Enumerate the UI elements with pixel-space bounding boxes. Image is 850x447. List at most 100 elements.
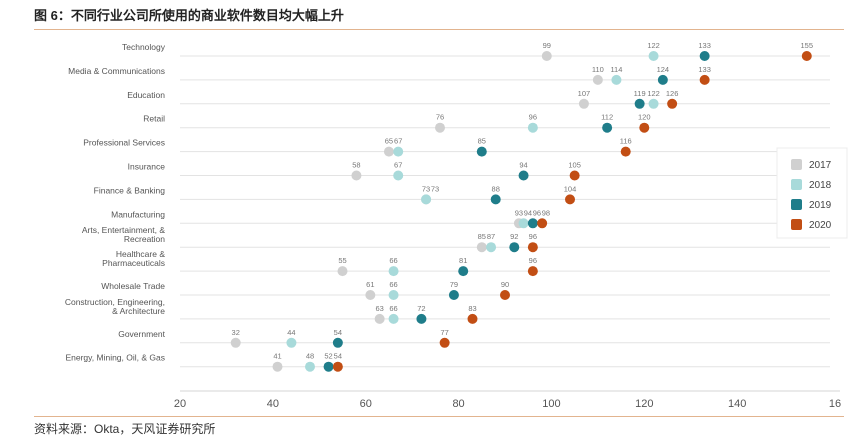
category-labels: Technology Media & Communications Educatio…: [65, 42, 166, 363]
value-label: 67: [394, 161, 402, 170]
value-label: 77: [440, 328, 448, 337]
data-point-2017: [383, 146, 394, 157]
value-label: 119: [634, 89, 646, 98]
category-label: Education: [127, 90, 165, 100]
value-label: 122: [647, 89, 660, 98]
legend-label: 2017: [809, 160, 832, 171]
data-point-2018: [611, 74, 622, 85]
data-point-2019: [657, 74, 668, 85]
value-label: 105: [568, 161, 581, 170]
legend-label: 2020: [809, 220, 832, 231]
value-label: 55: [338, 256, 346, 265]
category-label: Recreation: [124, 234, 165, 244]
legend-swatch-2019: [791, 199, 802, 210]
legend: 2017 2018 2019 2020: [776, 147, 848, 239]
value-label: 90: [501, 280, 509, 289]
value-label: 114: [610, 65, 622, 74]
value-label: 83: [468, 304, 476, 313]
value-label: 94: [524, 208, 532, 217]
value-label: 73: [422, 184, 430, 193]
value-label: 61: [366, 280, 374, 289]
value-label: 116: [620, 137, 632, 146]
data-point-2017: [578, 98, 589, 109]
value-label: 79: [450, 280, 458, 289]
value-label: 110: [592, 65, 604, 74]
data-point-2018: [393, 170, 404, 181]
value-label: 48: [306, 352, 314, 361]
data-point-2018: [305, 361, 315, 372]
data-point-2018: [648, 51, 659, 61]
x-tick-label: 20: [174, 398, 186, 410]
value-label: 126: [666, 89, 679, 98]
legend-swatch-2018: [791, 179, 802, 190]
data-point-2018: [527, 122, 538, 133]
legend-label: 2019: [809, 200, 832, 211]
row-gridlines: [180, 55, 830, 368]
data-point-2018: [393, 146, 404, 157]
data-point-2020: [565, 194, 575, 205]
value-label: 67: [394, 137, 402, 146]
value-label: 66: [389, 304, 397, 313]
data-point-2017: [272, 361, 283, 372]
value-label: 96: [529, 256, 537, 265]
category-label: Energy, Mining, Oil, & Gas: [65, 353, 165, 363]
x-tick-label: 40: [267, 398, 279, 410]
category-label: Wholesale Trade: [101, 281, 165, 291]
x-tick-label: 140: [728, 398, 746, 410]
data-point-2019: [634, 98, 645, 109]
value-label: 85: [478, 232, 486, 241]
value-label: 63: [375, 304, 383, 313]
value-label: 54: [334, 352, 342, 361]
data-point-2019: [416, 313, 427, 324]
legend-box: [776, 147, 848, 239]
value-label: 85: [478, 137, 486, 146]
data-point-2019: [699, 51, 710, 61]
data-point-2019: [527, 218, 538, 229]
value-label: 104: [564, 184, 577, 193]
data-point-2017: [541, 51, 552, 61]
data-point-2017: [374, 313, 385, 324]
value-label: 124: [657, 65, 670, 74]
data-point-2020: [527, 266, 538, 277]
value-label: 99: [543, 41, 551, 50]
category-label: Technology: [122, 42, 166, 52]
data-point-2018: [388, 313, 399, 324]
title-divider: [34, 29, 844, 30]
figure-title: 图 6：不同行业公司所使用的商业软件数目均大幅上升: [34, 8, 344, 23]
data-point-2019: [323, 361, 334, 372]
value-label: 96: [533, 208, 541, 217]
value-label: 44: [287, 328, 295, 337]
value-label: 133: [698, 41, 711, 50]
data-point-2020: [667, 98, 678, 109]
data-point-2018: [286, 337, 297, 348]
category-label: Professional Services: [83, 138, 165, 148]
category-label: Insurance: [128, 162, 166, 172]
value-label: 133: [698, 65, 711, 74]
value-label: 96: [529, 113, 537, 122]
data-point-2020: [699, 74, 710, 85]
x-tick-label: 100: [542, 398, 560, 410]
value-label: 112: [601, 113, 613, 122]
value-label: 72: [417, 304, 425, 313]
x-tick-label: 120: [635, 398, 653, 410]
value-label: 32: [232, 328, 240, 337]
value-label: 66: [389, 280, 397, 289]
value-label: 98: [542, 208, 550, 217]
data-point-2019: [490, 194, 501, 205]
value-label: 54: [334, 328, 342, 337]
category-label: Construction, Engineering,: [65, 297, 165, 307]
data-point-2019: [509, 242, 520, 253]
value-label: 81: [459, 256, 467, 265]
value-label: 107: [578, 89, 591, 98]
data-point-2019: [602, 122, 613, 133]
data-point-2020: [439, 337, 450, 348]
data-point-2018: [518, 218, 529, 229]
data-point-2017: [230, 337, 241, 348]
data-point-2020: [500, 290, 510, 300]
legend-swatch-2017: [791, 159, 802, 170]
value-label: 87: [487, 232, 495, 241]
data-point-2018: [486, 242, 497, 253]
data-point-2019: [518, 170, 529, 181]
data-point-2017: [592, 74, 603, 85]
